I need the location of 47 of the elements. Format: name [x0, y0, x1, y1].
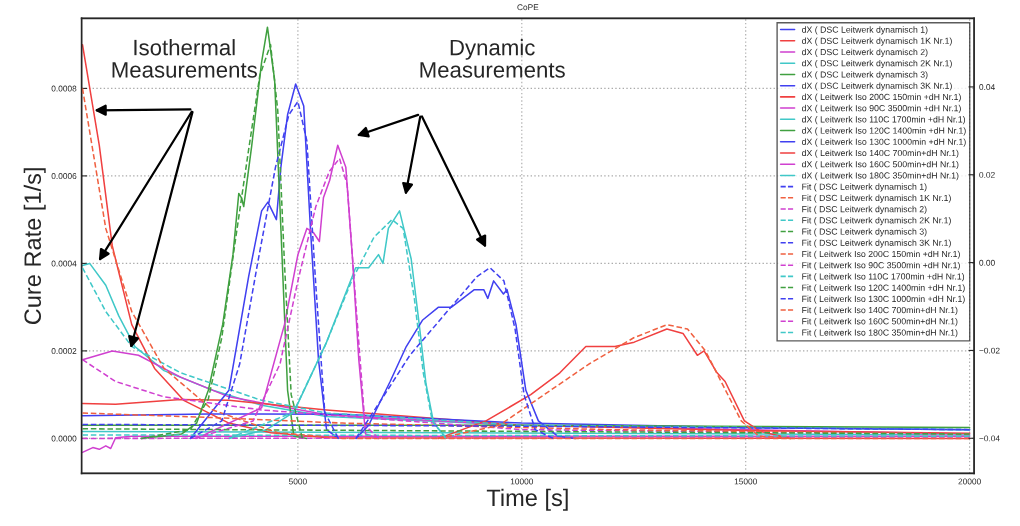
x-tick-label: 15000	[734, 478, 757, 485]
legend-label: Fit ( DSC Leitwerk dynamisch 1K Nr.1)	[802, 194, 951, 203]
legend-label: dX ( DSC Leitwerk dynamisch 1)	[801, 26, 928, 35]
legend-label: dX ( DSC Leitwerk dynamisch 1K Nr.1)	[801, 37, 952, 46]
x-tick-label: 20000	[958, 478, 981, 485]
legend-label: dX ( Leitwerk Iso 90C 3500min +dH Nr.1)	[801, 104, 961, 113]
y-axis-title: Cure Rate [1/s]	[23, 168, 46, 325]
legend-label: Fit ( DSC Leitwerk dynamisch 2K Nr.1)	[802, 217, 951, 226]
annotation: Isothermal Measurements	[112, 39, 257, 78]
legend-label: Fit ( DSC Leitwerk dynamisch 3)	[802, 228, 927, 237]
legend-label: dX ( DSC Leitwerk dynamisch 2K Nr.1)	[801, 59, 952, 69]
x-tick-label: 10000	[510, 478, 534, 485]
y2-tick-label: 0.04	[979, 84, 995, 91]
y-tick-label: 0.0002	[51, 348, 77, 354]
legend-label: dX ( Leitwerk Iso 120C 1400min +dH Nr.1)	[801, 127, 966, 136]
legend-label: dX ( Leitwerk Iso 140C 700min+dH Nr.1)	[801, 149, 959, 158]
y2-tick-label: 0.02	[979, 171, 995, 178]
y2-tick-label: 0.00	[979, 259, 995, 266]
legend-label: dX ( DSC Leitwerk dynamisch 3K Nr.1)	[801, 82, 952, 91]
x-tick-label: 5000	[288, 478, 307, 485]
legend-label: Fit ( Leitwerk Iso 120C 1400min +dH Nr.1)	[802, 284, 965, 293]
x-axis-title: Time [s]	[486, 488, 568, 511]
legend-label: dX ( DSC Leitwerk dynamisch 2)	[801, 48, 928, 57]
legend-label: Fit ( Leitwerk Iso 130C 1000min +dH Nr.1)	[802, 295, 965, 304]
legend-label: Fit ( Leitwerk Iso 180C 350min+dH Nr.1)	[802, 329, 958, 338]
legend-label: Fit ( Leitwerk Iso 110C 1700min +dH Nr.1)	[802, 273, 965, 282]
legend-label: dX ( Leitwerk Iso 130C 1000min +dH Nr.1)	[801, 138, 966, 147]
y-tick-label: 0.0006	[51, 173, 77, 180]
legend-label: dX ( Leitwerk Iso 160C 500min+dH Nr.1)	[801, 160, 959, 170]
legend-label: Fit ( Leitwerk Iso 140C 700min+dH Nr.1)	[802, 306, 958, 315]
legend-label: dX ( DSC Leitwerk dynamisch 3)	[801, 71, 928, 80]
legend-label: Fit ( DSC Leitwerk dynamisch 2)	[802, 205, 927, 214]
legend-label: Fit ( Leitwerk Iso 200C 150min +dH Nr.1)	[802, 250, 960, 259]
y-tick-label: 0.0004	[51, 260, 77, 267]
y-tick-label: 0.0000	[51, 435, 77, 442]
y2-tick-label: −0.02	[979, 347, 1000, 354]
legend-label: dX ( Leitwerk Iso 200C 150min +dH Nr.1)	[801, 93, 961, 102]
legend-label: Fit ( Leitwerk Iso 90C 3500min +dH Nr.1)	[802, 261, 960, 271]
legend-label: Fit ( DSC Leitwerk dynamisch 3K Nr.1)	[802, 239, 951, 248]
legend-label: Fit ( DSC Leitwerk dynamisch 1)	[802, 183, 927, 192]
legend-label: Fit ( Leitwerk Iso 160C 500min+dH Nr.1)	[802, 317, 958, 327]
chart-title: CoPE	[517, 4, 539, 11]
y2-tick-label: −0.04	[979, 435, 1000, 442]
annotation: Dynamic Measurements	[420, 39, 565, 78]
y-tick-label: 0.0008	[51, 85, 77, 92]
legend-label: dX ( Leitwerk Iso 180C 350min+dH Nr.1)	[801, 172, 959, 181]
legend-label: dX ( Leitwerk Iso 110C 1700min +dH Nr.1)	[801, 116, 966, 125]
